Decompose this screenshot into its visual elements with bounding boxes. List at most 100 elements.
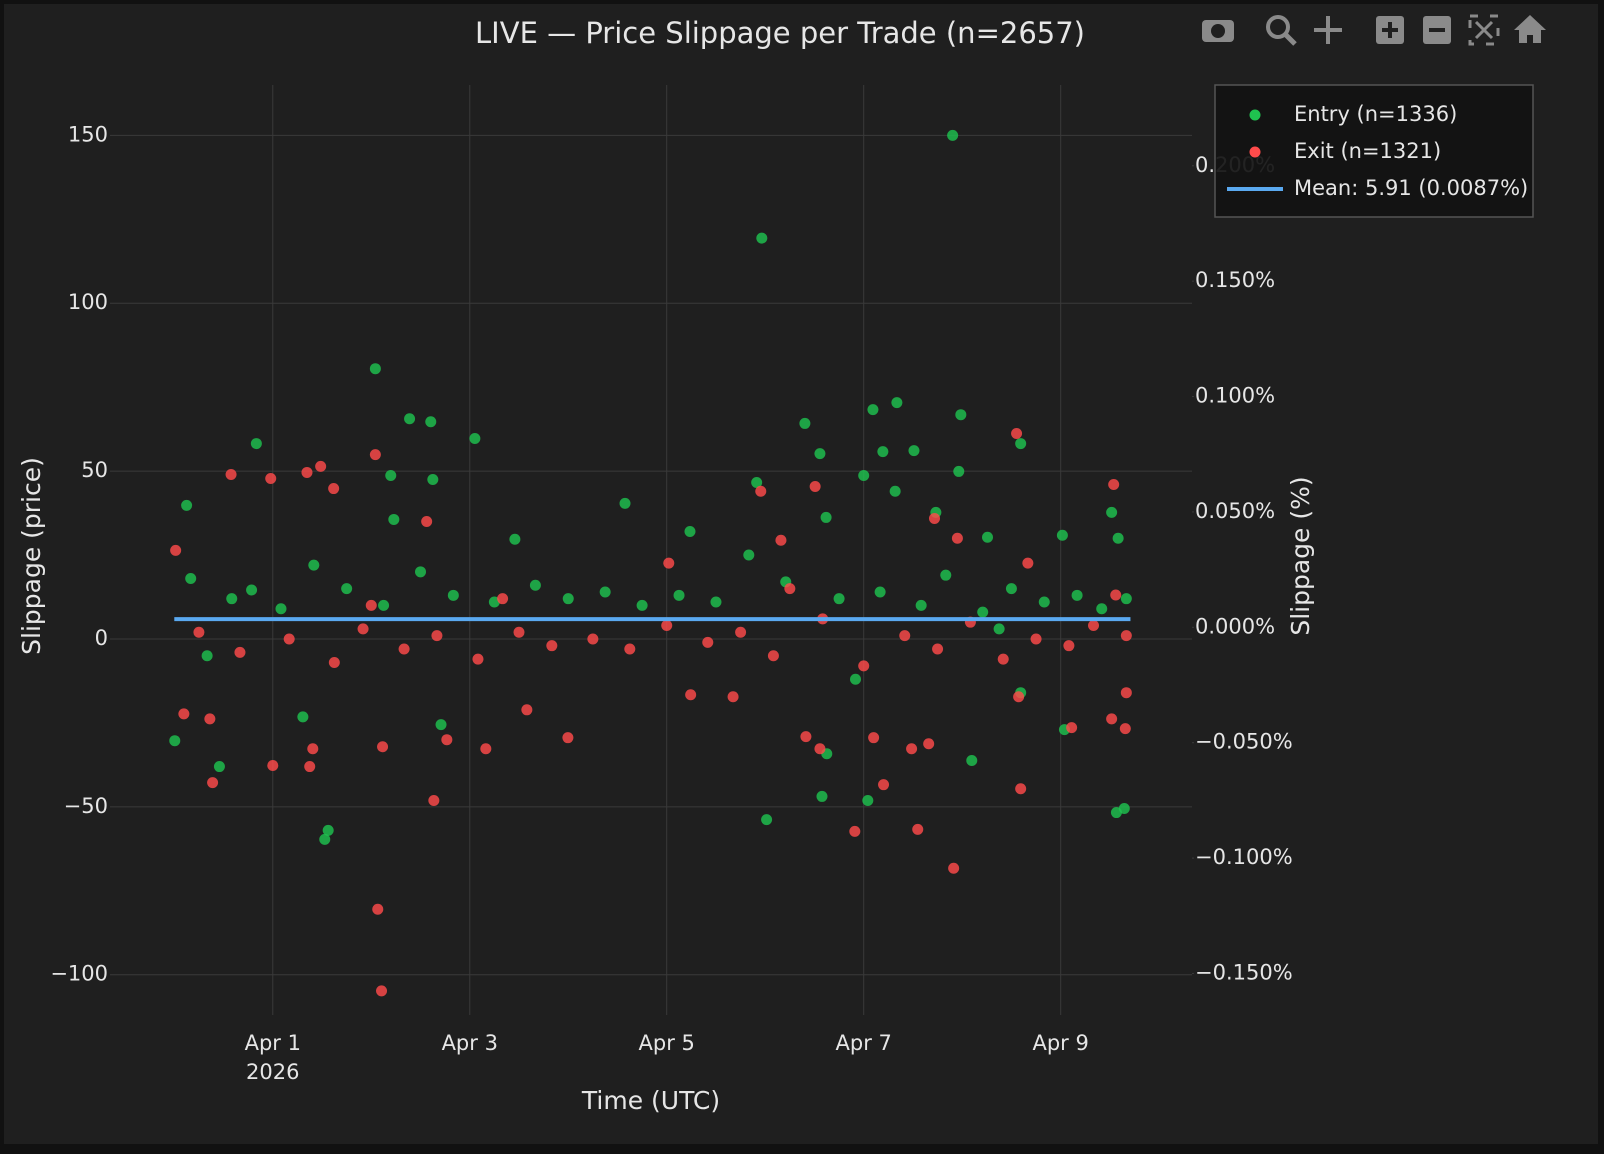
reset-button[interactable] [1514, 15, 1546, 43]
data-point [820, 511, 832, 523]
data-point [178, 708, 190, 720]
y2-tick-label: −0.050% [1195, 730, 1293, 754]
data-point [710, 596, 722, 608]
data-point [204, 713, 216, 725]
data-point [867, 404, 879, 416]
data-point [912, 823, 924, 835]
data-point [849, 825, 861, 837]
legend-swatch [1249, 146, 1261, 158]
data-point [1108, 479, 1120, 491]
data-point [435, 719, 447, 731]
data-point [447, 589, 459, 601]
pan-button[interactable] [1314, 16, 1342, 44]
data-point [388, 513, 400, 525]
data-point [923, 738, 935, 750]
data-point [431, 630, 443, 642]
data-point [225, 468, 237, 480]
data-point [275, 603, 287, 615]
data-point [767, 650, 779, 662]
data-point [755, 485, 767, 497]
data-point [982, 531, 994, 543]
autoscale-button[interactable] [1468, 14, 1500, 46]
data-point [908, 445, 920, 457]
axes: −100 −50 0 50 100 150 −0.150% −0.100% −0.050% 0.0… [50, 122, 1292, 1084]
data-point [472, 653, 484, 665]
data-point [201, 650, 213, 662]
data-point [1038, 596, 1050, 608]
data-point [1120, 593, 1132, 605]
data-point [756, 232, 768, 244]
data-point [761, 814, 773, 826]
data-point [948, 862, 960, 874]
data-point [304, 761, 316, 773]
data-point [587, 633, 599, 645]
data-point [319, 833, 331, 845]
plot-area [169, 129, 1132, 997]
data-point [404, 413, 416, 425]
data-point [480, 743, 492, 755]
data-point [868, 732, 880, 744]
data-point [661, 620, 673, 632]
x-tick-sublabel: 2026 [246, 1060, 299, 1084]
data-point [513, 626, 525, 638]
data-point [427, 473, 439, 485]
data-point [185, 573, 197, 585]
data-point [226, 593, 238, 605]
chart-title: LIVE — Price Slippage per Trade (n=2657) [475, 16, 1085, 50]
camera-button[interactable] [1202, 20, 1234, 42]
data-point [425, 416, 437, 428]
data-point [915, 599, 927, 611]
legend-box [1214, 84, 1534, 218]
y-tick-label: 100 [68, 290, 108, 314]
y-tick-label: 0 [95, 626, 108, 650]
x-tick-label: Apr 9 [1032, 1031, 1088, 1055]
zoom-in-button[interactable] [1376, 16, 1404, 44]
data-point [685, 689, 697, 701]
zoom-out-button[interactable] [1423, 16, 1451, 44]
data-point [673, 589, 685, 601]
data-point [814, 448, 826, 460]
data-point [663, 557, 675, 569]
data-point [1030, 633, 1042, 645]
data-point [928, 512, 940, 524]
data-point [1096, 603, 1108, 615]
x-tick-label: Apr 3 [442, 1031, 498, 1055]
zoom-button[interactable] [1266, 15, 1297, 46]
legend: Entry (n=1336) Exit (n=1321) Mean: 5.91 (0… [1214, 84, 1534, 218]
legend-label[interactable]: Exit (n=1321) [1294, 139, 1441, 163]
data-point [341, 583, 353, 595]
data-point [376, 985, 388, 997]
y2-tick-label: −0.150% [1195, 960, 1293, 984]
data-point [265, 472, 277, 484]
data-point [428, 794, 440, 806]
data-point [497, 593, 509, 605]
data-point [415, 566, 427, 578]
data-point [743, 549, 755, 561]
data-point [1112, 532, 1124, 544]
data-point [889, 485, 901, 497]
y2-tick-label: 0.150% [1195, 268, 1275, 292]
data-point [521, 704, 533, 716]
legend-label[interactable]: Mean: 5.91 (0.0087%) [1294, 176, 1528, 200]
data-point [546, 640, 558, 652]
data-point [951, 532, 963, 544]
data-point [932, 643, 944, 655]
data-point [283, 633, 295, 645]
data-point [800, 731, 812, 743]
data-point [977, 606, 989, 618]
data-point [267, 760, 279, 772]
data-point [562, 732, 574, 744]
y-tick-label: −50 [64, 794, 108, 818]
data-point [878, 779, 890, 791]
y2-tick-label: −0.100% [1195, 845, 1293, 869]
data-point [1120, 630, 1132, 642]
data-point [862, 794, 874, 806]
data-point [301, 466, 313, 478]
x-tick-label: Apr 5 [639, 1031, 695, 1055]
data-point [684, 526, 696, 538]
data-point [874, 586, 886, 598]
data-point [369, 449, 381, 461]
data-point [1118, 803, 1130, 815]
legend-label[interactable]: Entry (n=1336) [1294, 102, 1457, 126]
